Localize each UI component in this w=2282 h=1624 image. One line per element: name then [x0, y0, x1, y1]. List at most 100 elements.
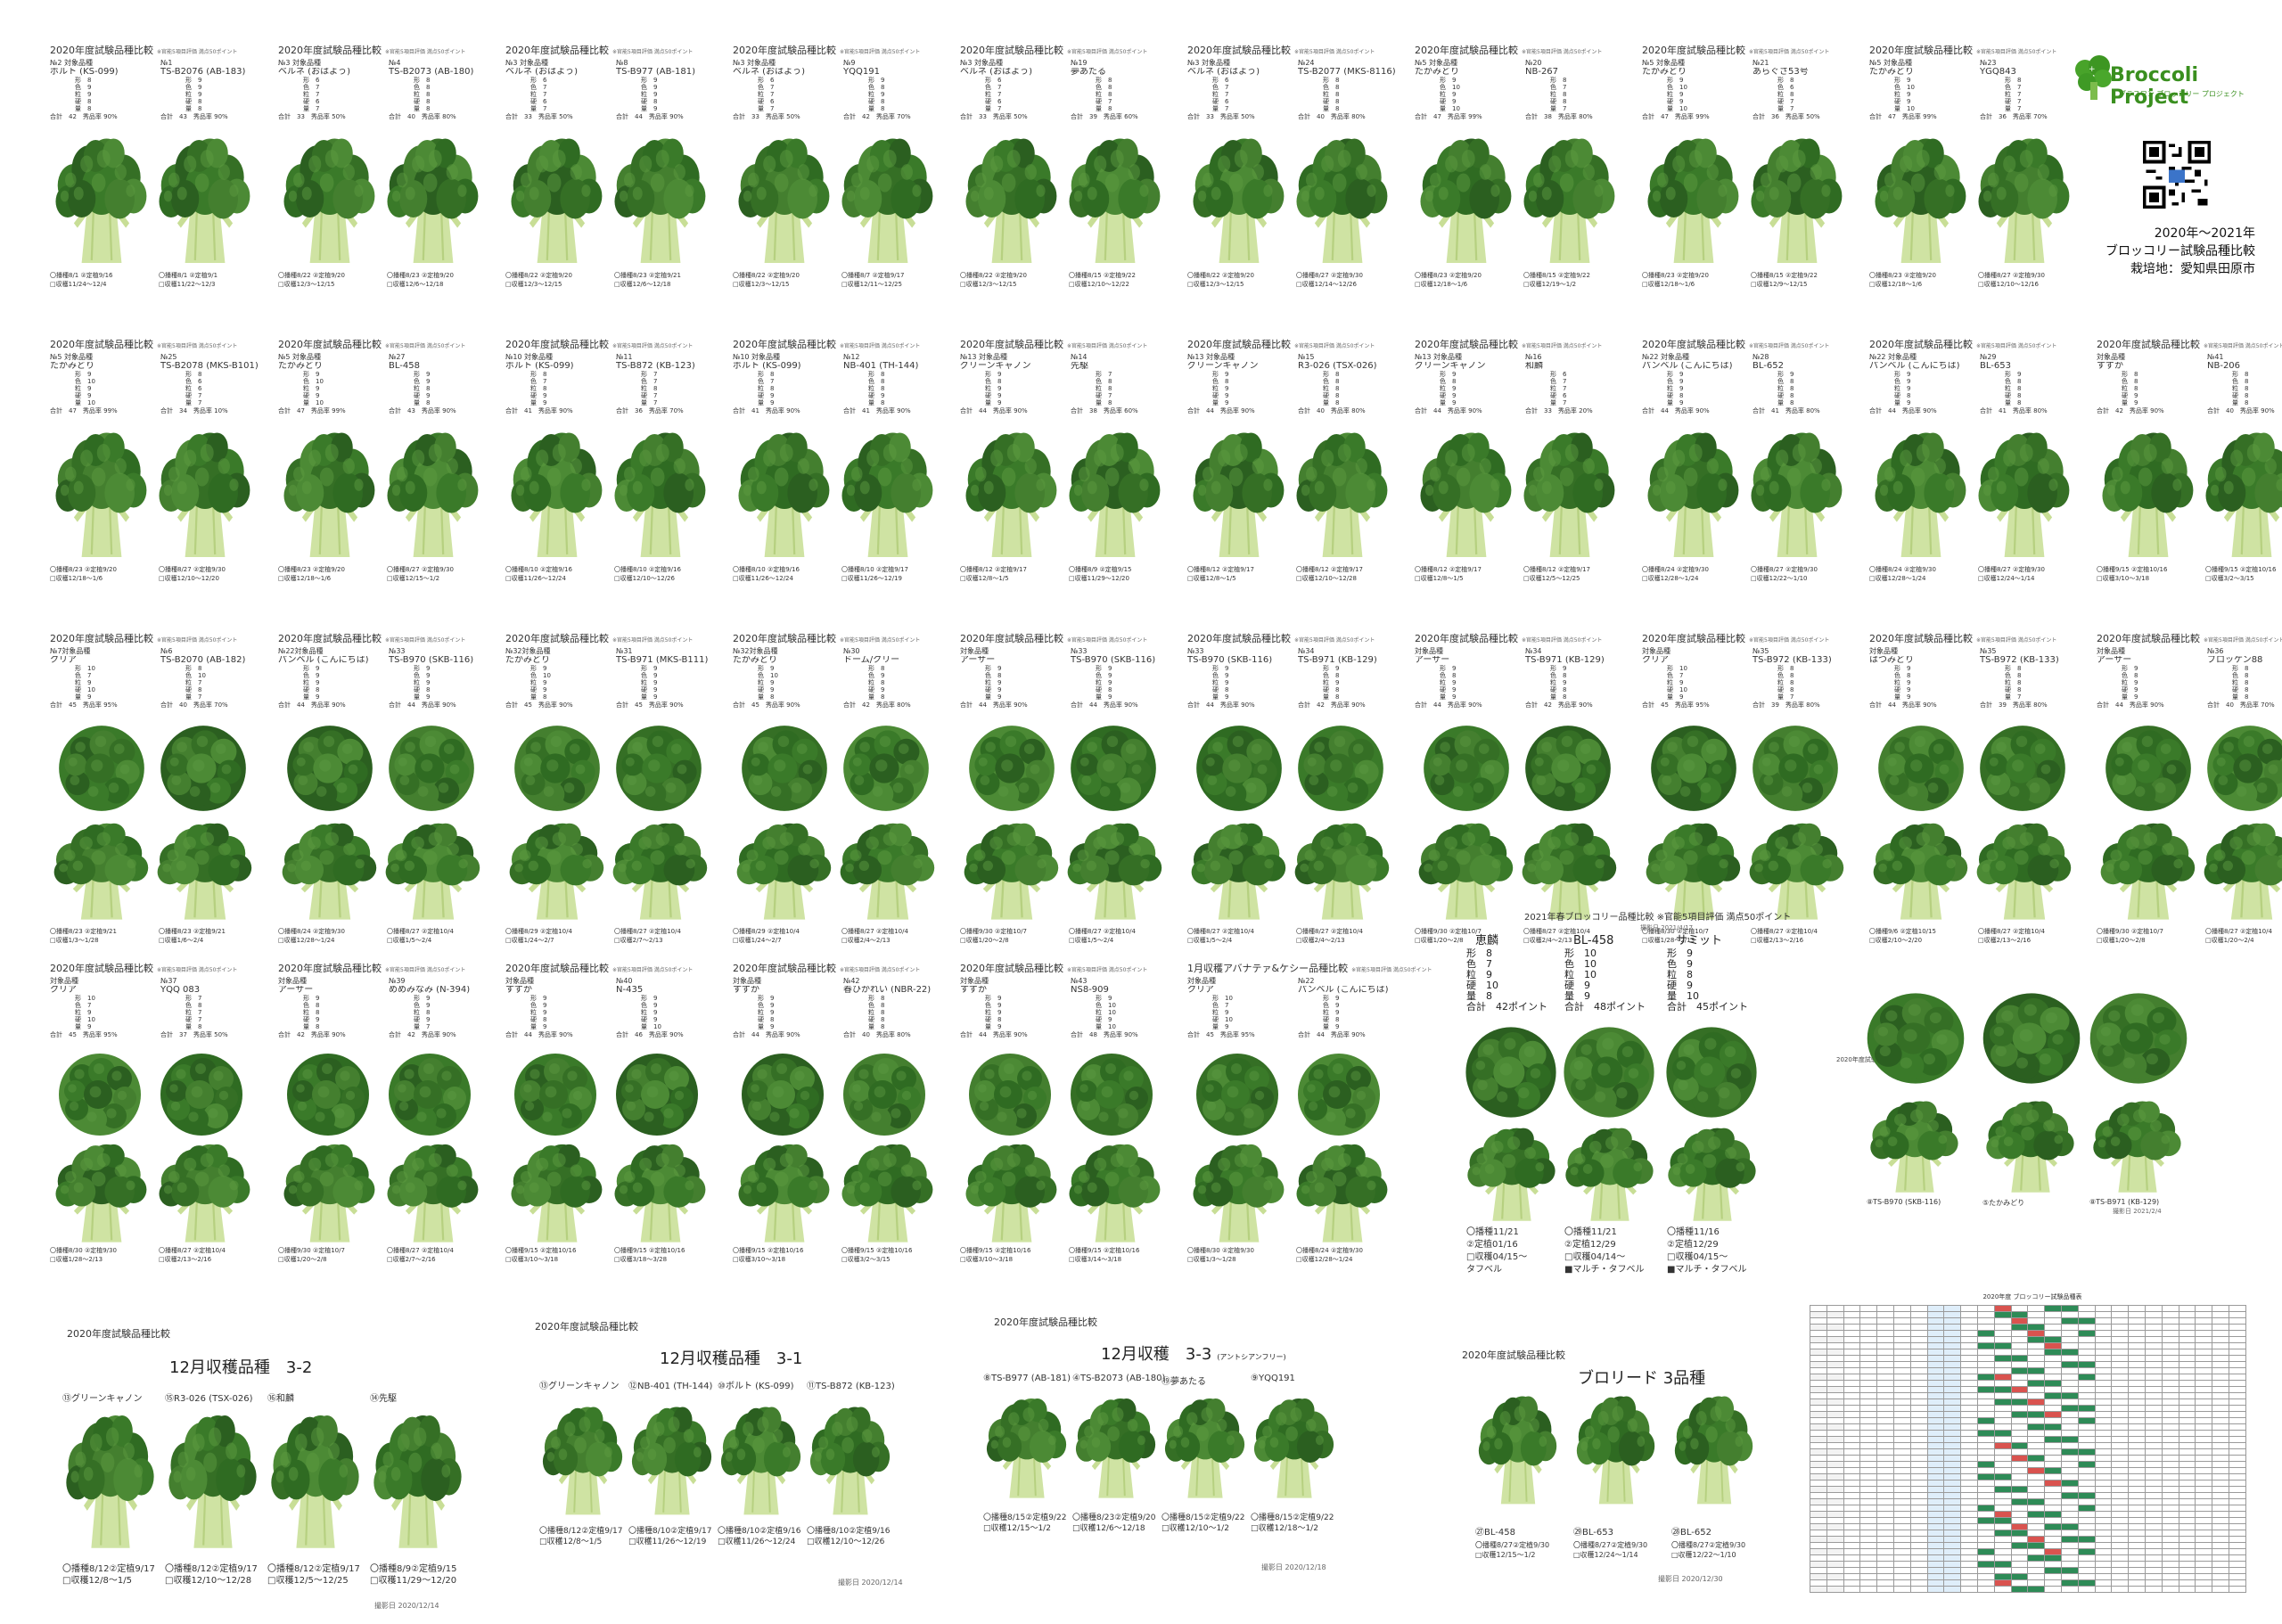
score-row: 粒 8 — [1096, 385, 1112, 392]
variety-number: 対象品種 — [505, 977, 534, 985]
score-row: 色 7 — [2005, 84, 2022, 91]
broccoli-photos — [2093, 426, 2282, 560]
broccoli-side-photo — [718, 1401, 805, 1521]
broccoli-top-photo — [1976, 722, 2069, 818]
variety-schedule: 〇播種8/1 ②定植9/16 □収穫11/24〜12/4 — [50, 271, 157, 289]
block-heading-text: 12月収穫 3-3 — [1101, 1345, 1212, 1364]
score-total: 合計 45 秀品率 90% — [616, 701, 684, 709]
score-row: 形 9 — [414, 665, 431, 672]
card-title-text: 2020年度試験品種比較 — [278, 45, 382, 56]
broccoli-side-photo — [1293, 1139, 1392, 1248]
variety-number: №5 対象品種 — [1415, 59, 1457, 67]
schedule-line: 〇播種8/23②定植9/20 — [1072, 1513, 1156, 1522]
variety-name: TS-B872 (KB-123) — [616, 362, 695, 371]
variety-schedule: 〇播種8/27 ②定植10/4 □収穫2/13〜2/16 — [1978, 927, 2085, 945]
broccoli-side-photo — [1644, 426, 1744, 563]
comparison-card: 2020年度試験品種比較 ※官能5項目評価 満点50ポイント №33 TS-B970 … — [1184, 631, 1403, 944]
comparison-card: 1月収穫アバナテァ&ケシー品種比較 ※官能5項目評価 満点50ポイント 対象品種 クリ… — [1184, 961, 1432, 1264]
harvest-date: □収穫12/10〜12/26 — [614, 575, 675, 582]
score-row: 粒 9 — [758, 1009, 775, 1016]
score-row: 粒 8 — [414, 385, 431, 392]
variety-number: №8 — [616, 59, 628, 67]
variety-number: №10 対象品種 — [733, 353, 781, 361]
sow-date: 〇播種8/27 ②定植10/4 — [1187, 928, 1254, 935]
score-row: 形 6 — [758, 77, 775, 84]
block-heading-text: ブロリード 3品種 — [1578, 1369, 1706, 1388]
score-row: 粒 8 — [530, 385, 547, 392]
score-row: 色 8 — [414, 84, 431, 91]
broccoli-photos — [1411, 426, 1630, 560]
table-row — [1810, 1305, 2247, 1312]
score-row: 色 10 — [1096, 1002, 1116, 1009]
variety-schedule: 〇播種8/27 ②定植9/30 □収穫12/10〜12/16 — [1978, 271, 2085, 289]
variety-schedule: 〇播種8/24 ②定植9/30 □収穫12/28〜1/24 — [278, 927, 385, 945]
score-row: 硬 9 — [1440, 98, 1457, 105]
broccoli-top-photo — [1863, 989, 1968, 1091]
score-row: 粒 9 — [985, 385, 1002, 392]
harvest-date: □収穫1/6〜2/4 — [159, 937, 204, 944]
harvest-date: □収穫12/10〜12/16 — [1978, 281, 2039, 288]
score-row: 量 7 — [2005, 105, 2022, 112]
table-row — [1810, 1374, 2247, 1381]
schedule-line: □収穫12/10〜1/2 — [1162, 1524, 1229, 1533]
broccoli-side-photo — [1573, 1390, 1659, 1510]
card-title-note: ※官能5項目評価 満点50ポイント — [612, 637, 694, 644]
score-row: 量 7 — [2005, 693, 2022, 701]
comparison-card: 2020年度試験品種比較 ※官能5項目評価 満点50ポイント 対象品種 アーサー形 9… — [1411, 631, 1630, 945]
broccoli-side-photo — [1562, 1123, 1658, 1226]
card-title-text: 2020年度試験品種比較 — [1187, 45, 1291, 56]
variety-schedule: 〇播種8/27 ②定植10/4 □収穫2/4〜2/13 — [1523, 927, 1630, 945]
card-title-text: 2020年度試験品種比較 — [1869, 339, 1973, 350]
schedule-line: □収穫04/14〜 — [1564, 1252, 1626, 1262]
schedule-line: 〇播種8/27②定植9/30 — [1475, 1541, 1550, 1549]
table-row — [1810, 1342, 2247, 1349]
variety-number: №22 対象品種 — [1642, 353, 1690, 361]
legend-line-1: 2020年〜2021年 — [2154, 226, 2255, 241]
variety-name: たかみどり — [278, 362, 323, 371]
schedule-line: □収穫04/15〜 — [1466, 1252, 1528, 1262]
score-row: 硬 9 — [1096, 1016, 1112, 1023]
card-title-note: ※官能5項目評価 満点50ポイント — [2204, 343, 2282, 349]
score-row: 形 9 — [641, 665, 658, 672]
sow-date: 〇播種8/29 ②定植10/4 — [733, 928, 800, 935]
score-row: 硬 6 — [303, 98, 320, 105]
sow-date: 〇播種8/30 ②定植9/30 — [50, 1247, 117, 1254]
comparison-card: 2020年度試験品種比較 ※官能5項目評価 満点50ポイント №5 対象品種 たかみど… — [1866, 43, 2085, 310]
comparison-card: 2020年度試験品種比較 ※官能5項目評価 満点50ポイント №3 対象品種 ベルネ … — [729, 43, 948, 310]
score-row: 色 8 — [2005, 378, 2022, 385]
score-row: 粒 8 — [1323, 385, 1340, 392]
harvest-date: □収穫3/2〜3/15 — [841, 1256, 891, 1263]
variety-label: ⑩ボルト (KS-099) — [718, 1382, 794, 1391]
variety-name: ボルト (KS-099) — [505, 362, 574, 371]
variety-number: №5 対象品種 — [278, 353, 321, 361]
variety-schedule: 〇播種8/23 ②定植9/20 □収穫12/18〜1/6 — [50, 565, 157, 583]
variety-label: ⑧TS-B971 (KB-129) — [2089, 1198, 2160, 1206]
variety-number: №5 対象品種 — [1869, 59, 1912, 67]
broccoli-top-photo — [1875, 722, 1967, 818]
score-row: 硬 8 — [303, 686, 320, 693]
score-row: 粒 8 — [868, 679, 885, 686]
schedule-line: 〇播種8/27②定植9/30 — [1671, 1541, 1746, 1549]
score-row: 粒 9 — [1212, 1009, 1229, 1016]
schedule-line: 〇播種8/12②定植9/17 — [267, 1564, 360, 1574]
harvest-date: □収穫1/3〜1/28 — [1187, 1256, 1236, 1263]
card-title: 2020年度試験品種比較 ※官能5項目評価 満点50ポイント — [1415, 631, 1602, 645]
variety-schedule: 〇播種8/15 ②定植9/22 □収穫12/9〜12/15 — [1751, 271, 1858, 289]
score-row: 色 8 — [1550, 672, 1567, 679]
score-row: 量 9 — [1894, 399, 1911, 406]
broccoli-photos — [46, 713, 266, 925]
score-row: 硬 9 — [868, 392, 885, 399]
table-row — [1810, 1486, 2247, 1493]
variety-name: ブロッケン88 — [2207, 656, 2263, 665]
harvest-date: □収穫1/5〜2/4 — [1187, 937, 1233, 944]
score-row: 形 9 — [641, 995, 658, 1002]
score-row: 粒 9 — [1323, 1009, 1340, 1016]
